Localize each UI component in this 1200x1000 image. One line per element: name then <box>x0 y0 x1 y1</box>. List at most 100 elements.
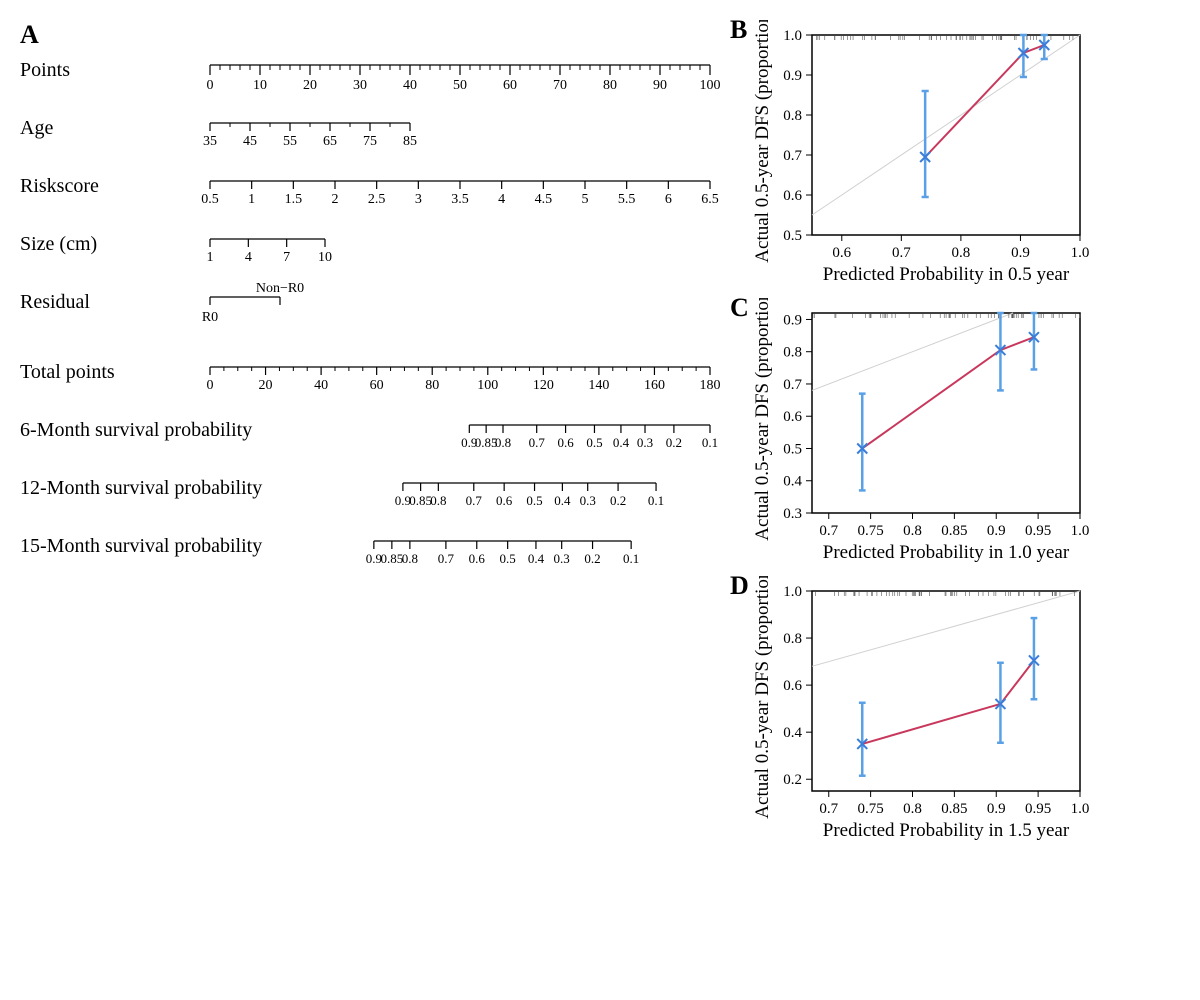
nomogram-row: 12-Month survival probability0.90.850.80… <box>20 468 740 508</box>
svg-text:20: 20 <box>303 78 317 93</box>
svg-text:50: 50 <box>453 78 467 93</box>
svg-text:0.1: 0.1 <box>648 493 664 508</box>
svg-text:0.95: 0.95 <box>1025 801 1051 817</box>
panel-c: C 0.70.750.80.850.90.951.00.30.40.50.60.… <box>750 298 1150 568</box>
svg-text:0.85: 0.85 <box>941 801 967 817</box>
svg-text:0.8: 0.8 <box>903 801 922 817</box>
svg-text:0.8: 0.8 <box>783 631 802 647</box>
svg-text:70: 70 <box>553 78 567 93</box>
svg-text:2.5: 2.5 <box>368 192 386 207</box>
figure: A Points0102030405060708090100Age3545556… <box>20 20 1180 854</box>
nomogram-axis: 14710 <box>200 224 740 274</box>
svg-text:0.8: 0.8 <box>903 523 922 539</box>
nomogram-row: Total points020406080100120140160180 <box>20 352 740 392</box>
svg-text:0.1: 0.1 <box>702 435 718 450</box>
svg-text:1.0: 1.0 <box>1071 801 1090 817</box>
svg-text:0.7: 0.7 <box>438 551 455 566</box>
svg-text:0.2: 0.2 <box>584 551 600 566</box>
svg-text:140: 140 <box>588 378 609 393</box>
svg-text:85: 85 <box>403 134 417 149</box>
right-column: B 0.60.70.80.91.00.50.60.70.80.91.0Predi… <box>750 20 1150 854</box>
svg-text:60: 60 <box>503 78 517 93</box>
calibration-plot-d: 0.70.750.80.850.90.951.00.20.40.60.81.0P… <box>750 576 1150 846</box>
svg-text:20: 20 <box>259 378 273 393</box>
nomogram-row-label: 15-Month survival probability <box>20 535 285 558</box>
svg-text:30: 30 <box>353 78 367 93</box>
svg-text:1.0: 1.0 <box>1071 523 1090 539</box>
svg-text:0.85: 0.85 <box>380 551 403 566</box>
nomogram-axis: 354555657585 <box>200 108 740 158</box>
svg-text:100: 100 <box>477 378 498 393</box>
svg-text:0.7: 0.7 <box>783 148 802 164</box>
svg-text:Actual 0.5-year DFS (proportio: Actual 0.5-year DFS (proportion) <box>752 20 773 263</box>
svg-text:0.6: 0.6 <box>783 678 802 694</box>
nomogram: Points0102030405060708090100Age354555657… <box>20 50 740 566</box>
svg-text:0.8: 0.8 <box>783 345 802 361</box>
svg-text:0.8: 0.8 <box>783 108 802 124</box>
panel-b-label: B <box>730 15 747 45</box>
svg-text:0.4: 0.4 <box>613 435 630 450</box>
svg-text:0: 0 <box>207 78 214 93</box>
svg-text:10: 10 <box>318 250 332 265</box>
svg-text:Actual 0.5-year DFS (proportio: Actual 0.5-year DFS (proportion) <box>752 298 773 541</box>
nomogram-row-label: Points <box>20 59 200 82</box>
svg-text:100: 100 <box>700 78 721 93</box>
svg-text:0.8: 0.8 <box>430 493 446 508</box>
svg-text:0.9: 0.9 <box>783 312 802 328</box>
svg-text:3.5: 3.5 <box>451 192 469 207</box>
calibration-plot-c: 0.70.750.80.850.90.951.00.30.40.50.60.70… <box>750 298 1150 568</box>
nomogram-row: Size (cm)14710 <box>20 224 740 264</box>
svg-text:80: 80 <box>425 378 439 393</box>
svg-text:0.4: 0.4 <box>528 551 545 566</box>
nomogram-row-label: Riskscore <box>20 175 200 198</box>
svg-text:0.7: 0.7 <box>819 801 838 817</box>
svg-text:0.5: 0.5 <box>526 493 542 508</box>
svg-text:0.8: 0.8 <box>952 245 971 261</box>
svg-text:160: 160 <box>644 378 665 393</box>
nomogram-row-label: Age <box>20 117 200 140</box>
panel-d-label: D <box>730 571 749 601</box>
svg-text:0.85: 0.85 <box>409 493 432 508</box>
svg-text:0.3: 0.3 <box>783 506 802 522</box>
svg-text:0.75: 0.75 <box>858 523 884 539</box>
svg-text:1.0: 1.0 <box>783 28 802 44</box>
panel-b: B 0.60.70.80.91.00.50.60.70.80.91.0Predi… <box>750 20 1150 290</box>
svg-text:6.5: 6.5 <box>701 192 719 207</box>
svg-text:0.5: 0.5 <box>783 441 802 457</box>
svg-text:0.9: 0.9 <box>1011 245 1030 261</box>
svg-text:0.8: 0.8 <box>402 551 418 566</box>
svg-text:0.6: 0.6 <box>557 435 574 450</box>
panel-c-label: C <box>730 293 749 323</box>
svg-text:Predicted Probability in 1.0 y: Predicted Probability in 1.0 year <box>823 542 1070 563</box>
svg-text:Predicted Probability in 0.5 y: Predicted Probability in 0.5 year <box>823 264 1070 285</box>
svg-text:0.4: 0.4 <box>783 474 802 490</box>
svg-text:5.5: 5.5 <box>618 192 636 207</box>
svg-text:0.2: 0.2 <box>610 493 626 508</box>
svg-text:35: 35 <box>203 134 217 149</box>
svg-text:45: 45 <box>243 134 257 149</box>
svg-text:55: 55 <box>283 134 297 149</box>
svg-text:0.9: 0.9 <box>987 523 1006 539</box>
panel-d: D 0.70.750.80.850.90.951.00.20.40.60.81.… <box>750 576 1150 846</box>
nomogram-row-label: Residual <box>20 291 200 314</box>
svg-text:1.5: 1.5 <box>285 192 303 207</box>
svg-text:2: 2 <box>332 192 339 207</box>
nomogram-axis: 0.511.522.533.544.555.566.5 <box>200 166 740 216</box>
nomogram-row-label: Total points <box>20 361 200 384</box>
svg-text:1.0: 1.0 <box>1071 245 1090 261</box>
nomogram-row: 15-Month survival probability0.90.850.80… <box>20 526 740 566</box>
nomogram-row: Age354555657585 <box>20 108 740 148</box>
svg-text:1: 1 <box>207 250 214 265</box>
nomogram-axis: 0.90.850.80.70.60.50.40.30.20.1 <box>285 410 740 460</box>
svg-text:180: 180 <box>700 378 721 393</box>
svg-text:0.6: 0.6 <box>783 188 802 204</box>
svg-text:4.5: 4.5 <box>535 192 553 207</box>
svg-text:120: 120 <box>533 378 554 393</box>
svg-text:90: 90 <box>653 78 667 93</box>
svg-text:1: 1 <box>248 192 255 207</box>
svg-text:0.7: 0.7 <box>892 245 911 261</box>
svg-text:0.3: 0.3 <box>554 551 570 566</box>
svg-text:0.1: 0.1 <box>623 551 639 566</box>
nomogram-row-label: Size (cm) <box>20 233 200 256</box>
nomogram-row: Points0102030405060708090100 <box>20 50 740 90</box>
